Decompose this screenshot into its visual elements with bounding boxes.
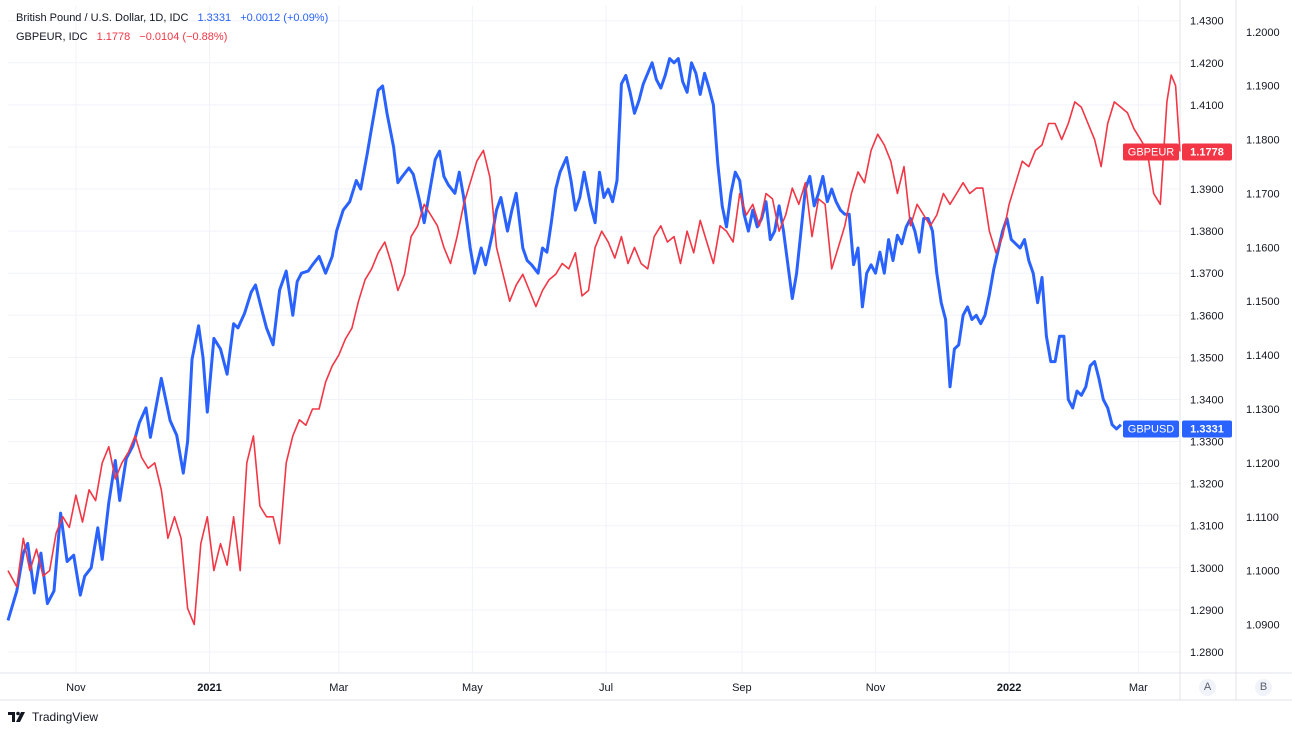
axis-a-tick-label: 1.3400: [1190, 394, 1224, 406]
x-tick-label: Nov: [866, 682, 886, 694]
axis-b-tick-label: 1.1900: [1246, 81, 1280, 93]
axis-a-tick-label: 1.3300: [1190, 437, 1224, 449]
axis-b-tick-label: 1.1700: [1246, 188, 1280, 200]
axis-a-tick-label: 1.3600: [1190, 310, 1224, 322]
axis-b-tick-label: 1.0900: [1246, 620, 1280, 632]
x-tick-label: Sep: [732, 682, 752, 694]
legend-gbpusd-last: 1.3331: [197, 12, 232, 24]
axis-a-tick-label: 1.3500: [1190, 352, 1224, 364]
series-line-gbpusd: [6, 57, 1122, 621]
badge-gbpusd-value: 1.3331: [1190, 424, 1224, 436]
x-tick-label: Jul: [599, 682, 613, 694]
legend-gbpeur-change: −0.0104 (−0.88%): [139, 31, 228, 43]
axis-a-tick-label: 1.3000: [1190, 563, 1224, 575]
x-tick-label: 2022: [997, 682, 1021, 694]
badge-gbpusd-value-bg: [1182, 420, 1232, 438]
badge-gbpeur-value-bg: [1182, 143, 1232, 161]
axis-b-tick-label: 1.1600: [1246, 242, 1280, 254]
axis-a-tick-label: 1.3200: [1190, 479, 1224, 491]
axis-b-tick-label: 1.1400: [1246, 350, 1280, 362]
axis-b-tick-label: 1.2000: [1246, 27, 1280, 39]
x-tick-label: May: [462, 682, 483, 694]
legend-gbpusd-change: +0.0012 (+0.09%): [240, 12, 329, 24]
axis-a-tick-label: 1.3800: [1190, 226, 1224, 238]
axis-b-tick-label: 1.1000: [1246, 566, 1280, 578]
tradingview-brand[interactable]: TradingView: [32, 710, 99, 724]
scale-b-button[interactable]: B: [1255, 679, 1272, 696]
legend-gbpeur-last: 1.1778: [96, 31, 131, 43]
badge-gbpeur-label-bg: [1123, 143, 1179, 161]
legend-gbpeur-name: GBPEUR, IDC: [16, 31, 88, 43]
x-tick-label: Mar: [329, 682, 348, 694]
scale-a-button[interactable]: A: [1199, 679, 1216, 696]
tradingview-logo-icon[interactable]: [8, 710, 28, 724]
axis-a-tick-label: 1.4100: [1190, 100, 1224, 112]
x-tick-label: Mar: [1129, 682, 1148, 694]
footer: TradingView: [8, 710, 98, 724]
axis-b-tick-label: 1.1500: [1246, 296, 1280, 308]
badge-gbpeur-value: 1.1778: [1190, 146, 1224, 158]
badge-gbpusd-label: GBPUSD: [1128, 424, 1175, 436]
axis-a-tick-label: 1.4300: [1190, 16, 1224, 28]
axis-b-tick-label: 1.1300: [1246, 404, 1280, 416]
axis-a-tick-label: 1.2800: [1190, 647, 1224, 659]
axis-a-tick-label: 1.2900: [1190, 605, 1224, 617]
series-line-gbpeur: [7, 74, 1181, 626]
axis-b-tick-label: 1.1200: [1246, 458, 1280, 470]
x-tick-label: Nov: [66, 682, 86, 694]
legend-gbpusd[interactable]: British Pound / U.S. Dollar, 1D, IDC 1.3…: [16, 12, 334, 24]
x-tick-label: 2021: [197, 682, 221, 694]
axis-a-tick-label: 1.3900: [1190, 184, 1224, 196]
axis-a-tick-label: 1.4200: [1190, 58, 1224, 70]
axis-a-tick-label: 1.3100: [1190, 521, 1224, 533]
badge-gbpeur-label: GBPEUR: [1128, 146, 1175, 158]
badge-gbpusd-label-bg: [1123, 420, 1179, 438]
axis-b-tick-label: 1.1100: [1246, 512, 1279, 524]
legend-gbpusd-name: British Pound / U.S. Dollar, 1D, IDC: [16, 12, 189, 24]
axis-b-tick-label: 1.1800: [1246, 135, 1280, 147]
plot-area: [8, 6, 1180, 673]
axis-a-tick-label: 1.3700: [1190, 268, 1224, 280]
legend-gbpeur[interactable]: GBPEUR, IDC 1.1778 −0.0104 (−0.88%): [16, 31, 233, 43]
